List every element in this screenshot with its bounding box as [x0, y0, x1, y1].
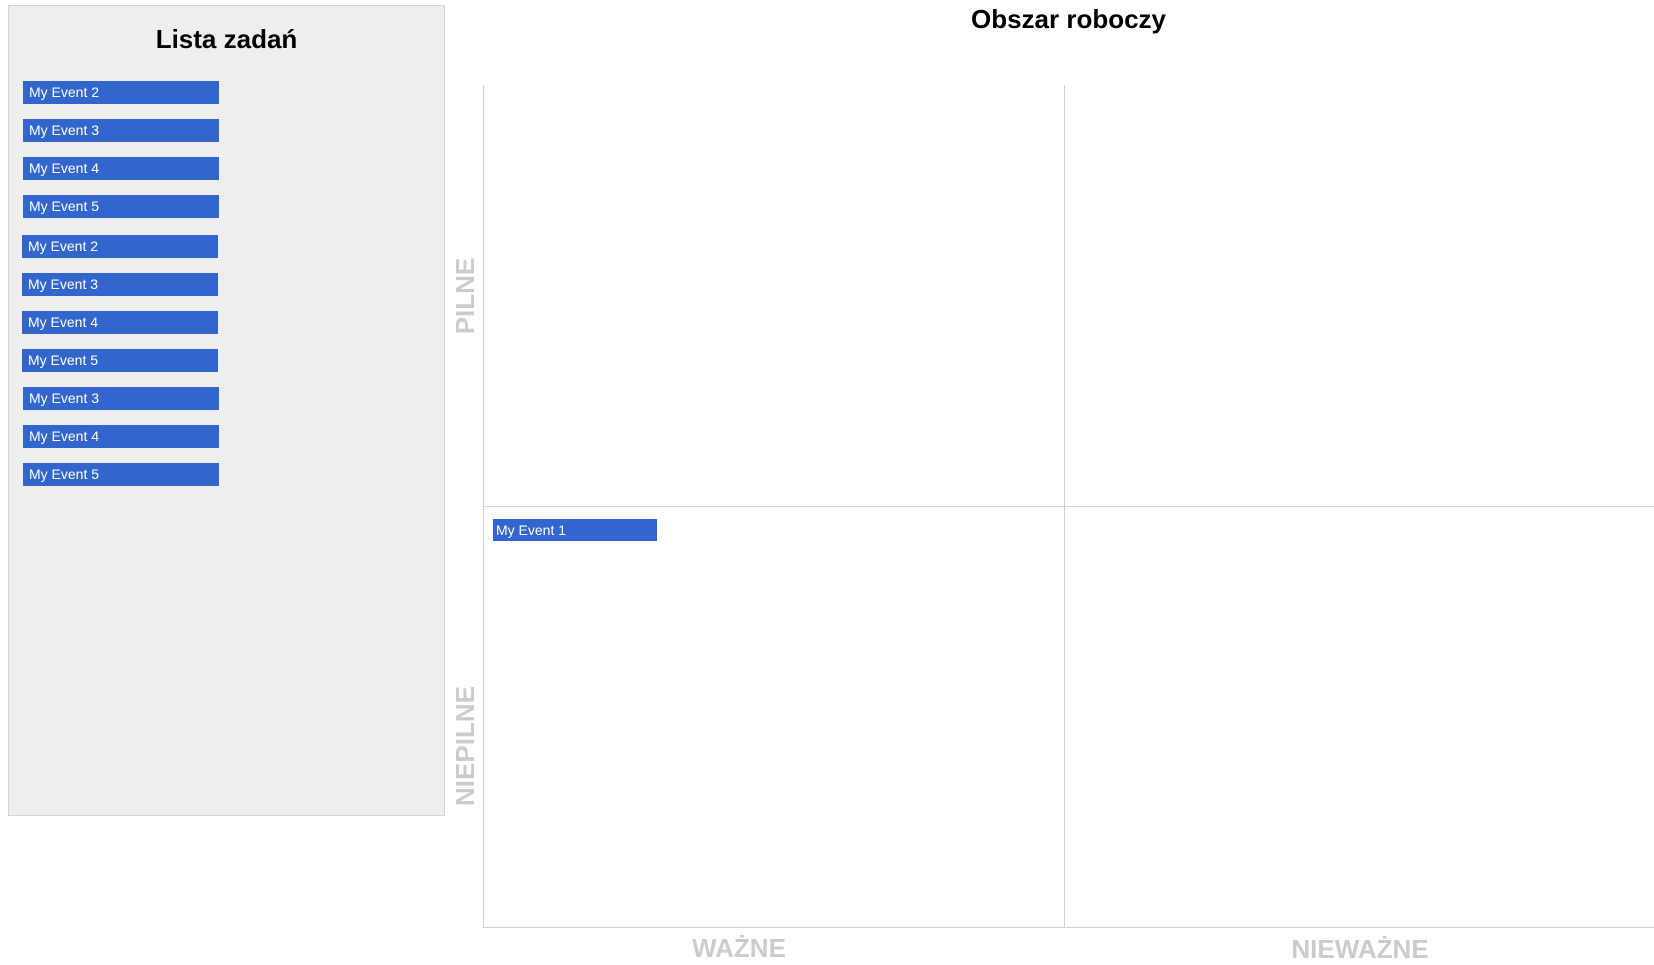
task-item[interactable]: My Event 2	[22, 235, 218, 258]
y-axis-label-top: PILNE	[450, 257, 480, 335]
x-axis-line	[483, 927, 1654, 928]
task-item[interactable]: My Event 3	[23, 387, 219, 410]
task-item[interactable]: My Event 4	[23, 425, 219, 448]
placed-task[interactable]: My Event 1	[493, 519, 657, 541]
task-item[interactable]: My Event 3	[23, 119, 219, 142]
task-item[interactable]: My Event 5	[22, 349, 218, 372]
task-item[interactable]: My Event 3	[22, 273, 218, 296]
y-axis-label-bottom: NIEPILNE	[450, 686, 480, 806]
priority-matrix[interactable]: My Event 1	[483, 85, 1654, 928]
task-item[interactable]: My Event 2	[23, 81, 219, 104]
task-list-panel: Lista zadań My Event 2 My Event 3 My Eve…	[8, 5, 445, 816]
x-axis-label-left: WAŻNE	[692, 933, 786, 963]
task-item[interactable]: My Event 4	[22, 311, 218, 334]
task-list-title: Lista zadań	[155, 24, 298, 54]
x-axis-label-right: NIEWAŻNE	[1291, 934, 1429, 964]
task-item[interactable]: My Event 4	[23, 157, 219, 180]
task-item[interactable]: My Event 5	[23, 463, 219, 486]
horizontal-divider	[483, 506, 1654, 507]
task-item[interactable]: My Event 5	[23, 195, 219, 218]
workspace-title: Obszar roboczy	[970, 4, 1167, 34]
